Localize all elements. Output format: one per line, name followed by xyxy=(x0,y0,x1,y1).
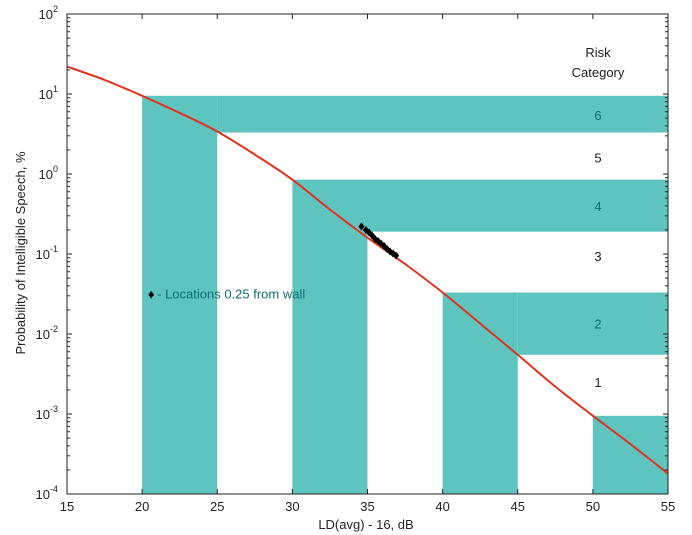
location-marker: ♦ xyxy=(370,233,380,246)
legend-marker-icon: ♦ xyxy=(148,287,155,302)
x-tick-label: 35 xyxy=(360,499,374,514)
risk-category-1: 1 xyxy=(594,375,601,390)
location-marker: ♦ xyxy=(382,243,392,256)
y-tick-label: 102 xyxy=(39,4,58,22)
probability-curve-group xyxy=(66,65,669,475)
y-tick-label: 100 xyxy=(39,164,58,182)
location-marker: ♦ xyxy=(379,240,389,253)
x-tick-label: 15 xyxy=(60,499,74,514)
y-tick-label: 101 xyxy=(39,84,58,102)
x-tick-label: 40 xyxy=(435,499,449,514)
risk-category-6: 6 xyxy=(594,108,601,123)
x-tick-label: 30 xyxy=(285,499,299,514)
axis-ticks: 15 20 25 30 35 40 45 50 5510-410-310-210-1100101… xyxy=(36,4,676,514)
risk-bands xyxy=(142,95,668,495)
y-axis-title: Probability of Intelligible Speech, % xyxy=(13,151,28,355)
x-axis-title: LD(avg) - 16, dB xyxy=(318,517,413,532)
risk-category-5: 5 xyxy=(594,151,601,166)
risk-band-3 xyxy=(292,179,368,494)
location-marker: ♦ xyxy=(367,230,377,243)
location-marker: ♦ xyxy=(361,224,371,237)
x-tick-label: 45 xyxy=(511,499,525,514)
risk-header-line1: Risk xyxy=(585,45,611,60)
x-tick-label: 25 xyxy=(210,499,224,514)
location-marker: ♦ xyxy=(364,227,374,240)
legend: ♦ - Locations 0.25 from wall xyxy=(148,287,306,302)
risk-category-labels: Risk Category 6 5 4 3 2 1 xyxy=(572,45,625,390)
risk-band-1 xyxy=(142,95,218,495)
x-tick-label: 50 xyxy=(586,499,600,514)
legend-text: - Locations 0.25 from wall xyxy=(157,287,305,302)
risk-category-4: 4 xyxy=(594,199,601,214)
location-marker: ♦ xyxy=(357,221,367,234)
risk-band-2 xyxy=(217,95,668,133)
probability-curve xyxy=(66,65,669,475)
location-marker: ♦ xyxy=(391,249,401,262)
y-tick-label: 10-4 xyxy=(36,484,58,502)
risk-band-7 xyxy=(592,415,668,494)
y-tick-label: 10-2 xyxy=(36,324,58,342)
risk-band-6 xyxy=(517,292,668,355)
location-marker: ♦ xyxy=(373,235,383,248)
y-tick-label: 10-1 xyxy=(36,244,58,262)
risk-category-3: 3 xyxy=(594,249,601,264)
location-marker: ♦ xyxy=(385,245,395,258)
risk-category-2: 2 xyxy=(594,317,601,332)
x-tick-label: 20 xyxy=(135,499,149,514)
risk-band-5 xyxy=(442,292,518,494)
location-marker: ♦ xyxy=(376,238,386,251)
y-tick-label: 10-3 xyxy=(36,404,58,422)
risk-band-4 xyxy=(367,179,668,232)
x-tick-label: 55 xyxy=(661,499,675,514)
location-marker: ♦ xyxy=(388,247,398,260)
location-markers: ♦♦♦♦♦♦♦♦♦♦♦♦ xyxy=(357,221,401,263)
risk-header-line2: Category xyxy=(572,65,625,80)
